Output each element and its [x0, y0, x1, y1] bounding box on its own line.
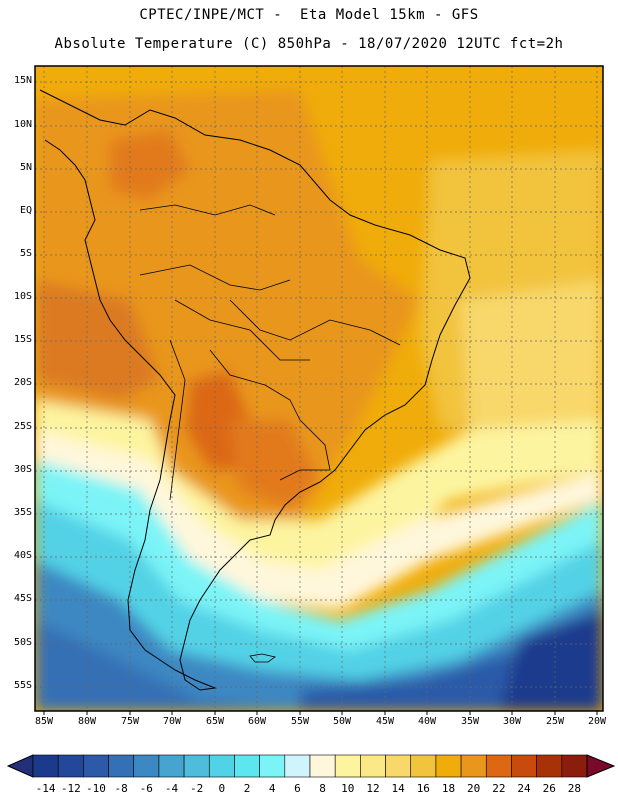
lat-label: 5S [19, 248, 32, 259]
colorbar-swatch [511, 754, 537, 778]
colorbar-label: 10 [341, 782, 355, 795]
lat-label: 50S [13, 637, 32, 648]
colorbar-swatch [309, 754, 336, 778]
colorbar-swatch [435, 754, 462, 778]
colorbar-swatch [183, 754, 210, 778]
colorbar-swatch [57, 754, 84, 778]
lat-label: 15S [13, 334, 32, 345]
falkland-islands [249, 653, 276, 663]
colorbar-swatch [385, 754, 412, 778]
colorbar-swatch [208, 754, 235, 778]
colorbar-label: -6 [139, 782, 153, 795]
south-america-coastline [39, 89, 471, 691]
colorbar-swatch [410, 754, 437, 778]
lat-label: 40S [13, 550, 32, 561]
colorbar-label: 22 [492, 782, 506, 795]
colorbar-swatch [32, 754, 59, 778]
tick-marks [43, 711, 598, 715]
colorbar-label: -10 [86, 782, 106, 795]
lat-label: 25S [13, 421, 32, 432]
lat-label: 10S [13, 291, 32, 302]
colorbar-label: 18 [441, 782, 456, 795]
lon-label: 45W [375, 716, 395, 727]
colorbar-under-arrow [6, 754, 34, 778]
colorbar-label: 24 [517, 782, 531, 795]
lon-label: 40W [417, 716, 437, 727]
title-line-2: Absolute Temperature (C) 850hPa - 18/07/… [54, 36, 564, 52]
lat-label: 20S [13, 377, 32, 388]
colorbar-swatch [108, 754, 135, 778]
colorbar-label: 14 [391, 782, 405, 795]
lat-label: EQ [19, 205, 32, 216]
colorbar-label: -2 [190, 782, 204, 795]
colorbar-label: -4 [164, 782, 179, 795]
colorbar-label: 4 [268, 782, 276, 795]
colorbar-label: 20 [467, 782, 481, 795]
lon-label: 60W [247, 716, 267, 727]
colorbar-swatch [536, 754, 563, 778]
colorbar-label: 12 [366, 782, 380, 795]
colorbar-swatch [259, 754, 286, 778]
colorbar-swatch [360, 754, 386, 778]
colorbar-label: -14 [35, 782, 56, 795]
colorbar [6, 754, 616, 778]
colorbar-swatch [158, 754, 185, 778]
colorbar-over-arrow [586, 754, 616, 778]
lon-label: 20W [587, 716, 607, 727]
lon-label: 70W [162, 716, 182, 727]
colorbar-label: 0 [218, 782, 226, 795]
colorbar-swatch [460, 754, 487, 778]
lon-label: 55W [290, 716, 310, 727]
lon-label: 75W [120, 716, 140, 727]
colorbar-swatch [485, 754, 512, 778]
temperature-field [35, 66, 603, 711]
colorbar-label: 8 [319, 782, 326, 795]
lat-label: 35S [13, 507, 32, 518]
colorbar-swatch [284, 754, 311, 778]
colorbar-label: 26 [542, 782, 556, 795]
country-borders [139, 204, 401, 501]
colorbar-label: 2 [243, 782, 251, 795]
lat-label: 15N [13, 75, 32, 86]
colorbar-swatch [561, 754, 588, 778]
lat-label: 5N [19, 162, 32, 173]
colorbar-swatch [133, 754, 160, 778]
colorbar-swatch [334, 754, 361, 778]
lon-label: 50W [332, 716, 352, 727]
lat-label: 30S [13, 464, 32, 475]
title-line-1: CPTEC/INPE/MCT - Eta Model 15km - GFS [139, 7, 479, 23]
colorbar-label: 6 [294, 782, 301, 795]
colorbar-label: 16 [416, 782, 430, 795]
lat-label: 45S [13, 593, 32, 604]
lat-label: 55S [13, 680, 32, 691]
colorbar-label: -12 [60, 782, 81, 795]
colorbar-swatch [83, 754, 109, 778]
lon-label: 80W [77, 716, 97, 727]
lon-label: 65W [205, 716, 225, 727]
plot-frame [34, 65, 604, 712]
lon-label: 30W [502, 716, 522, 727]
lon-label: 35W [460, 716, 480, 727]
lon-label: 85W [34, 716, 54, 727]
colorbar-label: 28 [567, 782, 582, 795]
colorbar-swatch [234, 754, 260, 778]
colorbar-label: -8 [114, 782, 128, 795]
lat-label: 10N [13, 119, 32, 130]
lon-label: 25W [545, 716, 565, 727]
